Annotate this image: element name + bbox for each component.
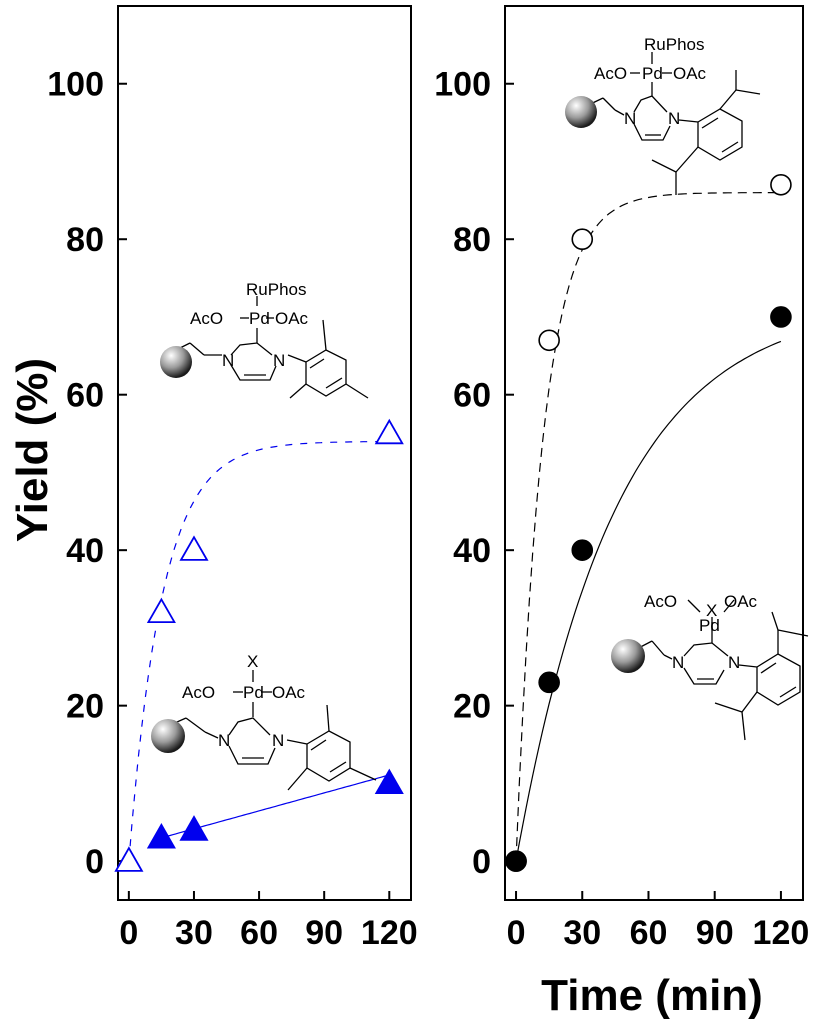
right-series-1-point: [770, 306, 792, 328]
right-top-aco-label: AcO: [594, 64, 627, 83]
left-y-tick-label: 80: [66, 221, 104, 259]
right-plot-frame: [504, 5, 804, 901]
right-x-tick-label: 90: [696, 914, 734, 952]
right-bottom-n1-label: N: [672, 653, 684, 672]
right-bottom-ligand-label: X: [706, 601, 717, 620]
left-x-tick-label: 120: [361, 914, 418, 952]
left-x-tick-label: 90: [305, 914, 343, 952]
y-axis-title: Yield (%): [8, 358, 57, 542]
right-x-tick-label: 60: [630, 914, 668, 952]
left-bottom-oac-label: OAc: [272, 683, 306, 702]
right-series-1-point: [571, 539, 594, 561]
left-top-ligand-label: RuPhos: [246, 280, 306, 299]
left-series-1-point: [374, 768, 404, 794]
right-top-n2-label: N: [668, 109, 680, 128]
left-series-0-point: [179, 535, 209, 561]
left-y-tick-label: 20: [66, 688, 104, 726]
left-x-tick-label: 0: [119, 914, 138, 952]
left-series-0-point: [114, 846, 144, 872]
left-top-metal-label: Pd: [249, 309, 270, 328]
left-bottom-n2-label: N: [272, 731, 284, 750]
resin-bead-icon: [565, 96, 597, 128]
right-y-tick-label: 40: [453, 532, 491, 570]
left-bottom-n1-label: N: [218, 731, 230, 750]
left-top-aco-label: AcO: [190, 309, 223, 328]
left-y-tick-label: 40: [66, 532, 104, 570]
right-y-tick-label: 60: [453, 377, 491, 415]
left-top-structure: [175, 296, 369, 399]
left-series-0-fit-line: [128, 440, 390, 862]
left-series-0-point: [146, 597, 176, 623]
right-series-0-point: [770, 174, 792, 196]
left-top-n2-label: N: [273, 351, 285, 370]
right-y-tick-label: 20: [453, 688, 491, 726]
left-x-tick-label: 30: [175, 914, 213, 952]
left-bottom-ligand-label: X: [247, 652, 258, 671]
right-y-tick-label: 100: [434, 66, 491, 104]
right-panel: 0 20 40 60 80 100 0 30 60 90 120: [434, 5, 810, 952]
right-series-0-fit-line: [515, 192, 781, 862]
left-series-0-point: [374, 418, 404, 445]
left-y-tick-label: 0: [85, 843, 104, 881]
right-series-1-point: [538, 671, 560, 694]
right-top-metal-label: Pd: [642, 64, 663, 83]
left-series-1-point: [179, 815, 209, 841]
left-y-tick-label: 100: [47, 66, 104, 104]
x-axis-title: Time (min): [541, 971, 763, 1020]
right-top-structure: [577, 52, 761, 195]
left-top-oac-label: OAc: [275, 309, 309, 328]
left-plot-frame: [117, 5, 412, 901]
left-x-tick-label: 60: [240, 914, 278, 952]
right-series-1-fit-line: [515, 340, 782, 862]
right-x-tick-label: 30: [563, 914, 601, 952]
right-bottom-n2-label: N: [728, 653, 740, 672]
left-bottom-aco-label: AcO: [182, 683, 215, 702]
right-series-0-point: [571, 228, 594, 251]
left-bottom-metal-label: Pd: [243, 683, 264, 702]
right-top-ligand-label: RuPhos: [644, 35, 704, 54]
left-panel: 0 20 40 60 80 100 0 30 60 90 120: [47, 5, 418, 952]
right-bottom-aco-label: AcO: [644, 592, 677, 611]
resin-bead-icon: [611, 639, 645, 673]
right-top-n1-label: N: [624, 109, 636, 128]
right-series-0-point: [538, 329, 560, 352]
right-series-1-point: [505, 850, 527, 872]
left-top-n1-label: N: [222, 351, 234, 370]
resin-bead-icon: [160, 346, 192, 378]
right-y-tick-label: 0: [472, 843, 491, 881]
right-x-tick-label: 0: [507, 914, 526, 952]
right-bottom-metal-label: Pd: [699, 616, 720, 635]
right-x-tick-label: 120: [753, 914, 810, 952]
right-top-oac-label: OAc: [673, 64, 707, 83]
resin-bead-icon: [151, 719, 185, 753]
right-bottom-oac-label: OAc: [724, 592, 758, 611]
left-series-1-point: [146, 822, 176, 849]
right-y-tick-label: 80: [453, 221, 491, 259]
right-bottom-structure: [626, 599, 809, 741]
left-y-tick-label: 60: [66, 377, 104, 415]
left-bottom-structure: [167, 670, 377, 791]
